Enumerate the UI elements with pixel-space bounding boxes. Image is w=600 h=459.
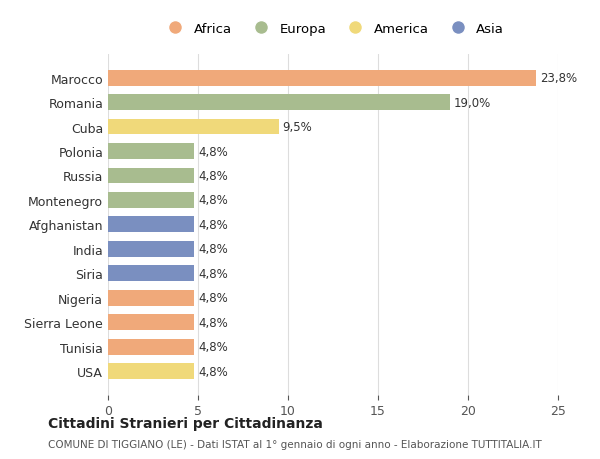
Bar [108,217,194,233]
Text: 4,8%: 4,8% [198,145,228,158]
Bar [108,314,194,330]
Text: 4,8%: 4,8% [198,267,228,280]
Legend: Africa, Europa, America, Asia: Africa, Europa, America, Asia [157,17,509,41]
Bar [108,290,194,306]
Text: 4,8%: 4,8% [198,291,228,305]
Text: 4,8%: 4,8% [198,170,228,183]
Text: Cittadini Stranieri per Cittadinanza: Cittadini Stranieri per Cittadinanza [48,416,323,430]
Bar [108,193,194,208]
Text: 4,8%: 4,8% [198,316,228,329]
Bar [108,266,194,282]
Bar [108,119,279,135]
Bar [108,364,194,379]
Text: 4,8%: 4,8% [198,243,228,256]
Bar [108,241,194,257]
Text: 4,8%: 4,8% [198,341,228,353]
Text: 4,8%: 4,8% [198,218,228,231]
Text: 4,8%: 4,8% [198,365,228,378]
Bar [108,339,194,355]
Text: 23,8%: 23,8% [540,72,577,85]
Text: COMUNE DI TIGGIANO (LE) - Dati ISTAT al 1° gennaio di ogni anno - Elaborazione T: COMUNE DI TIGGIANO (LE) - Dati ISTAT al … [48,440,542,449]
Bar [108,144,194,160]
Bar [108,71,536,86]
Bar [108,168,194,184]
Text: 4,8%: 4,8% [198,194,228,207]
Text: 19,0%: 19,0% [454,96,491,109]
Text: 9,5%: 9,5% [283,121,313,134]
Bar [108,95,450,111]
